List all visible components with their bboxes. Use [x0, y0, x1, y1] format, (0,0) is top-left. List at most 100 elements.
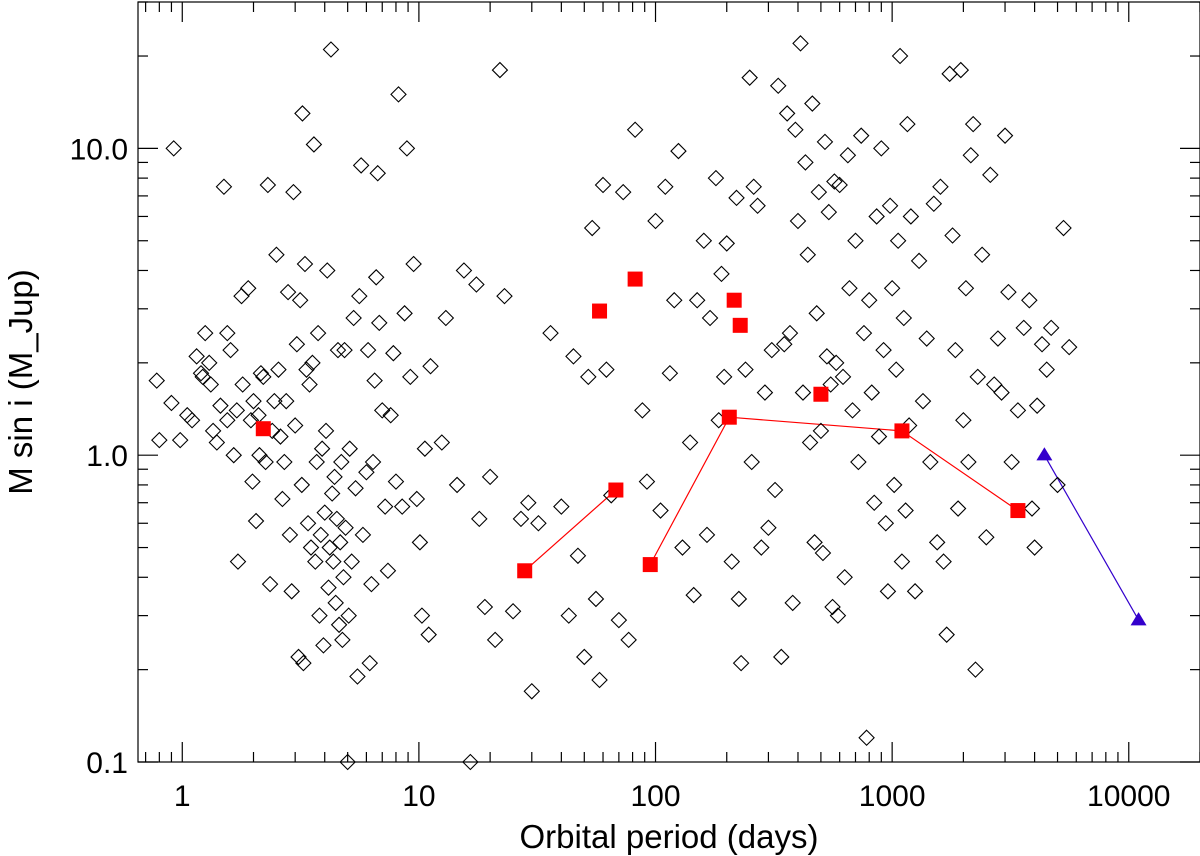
diamond-point [321, 539, 339, 556]
diamond-point [165, 140, 182, 157]
diamond-point [309, 324, 327, 342]
diamond-point [760, 519, 777, 537]
diamond-point [812, 422, 830, 440]
diamond-point [810, 183, 828, 201]
diamond-point [996, 127, 1014, 144]
diamond-point [1028, 397, 1046, 414]
diamond-point [626, 121, 644, 139]
diamond-point [316, 504, 334, 521]
x-tick-labels: 1 10 100 1000 10000 [174, 780, 1171, 813]
diamond-point [343, 553, 360, 570]
diamond-point [797, 154, 814, 171]
x-tick-label: 100 [630, 780, 680, 813]
diamond-point [286, 417, 304, 434]
y-tick-label: 10.0 [70, 133, 128, 166]
diamond-point [281, 526, 299, 544]
diamond-point [732, 654, 750, 672]
diamond-point [329, 341, 347, 359]
diamond-point [730, 590, 748, 608]
diamond-point [715, 368, 733, 386]
diamond-point [598, 361, 615, 378]
diamond-point [569, 547, 587, 565]
diamond-point [433, 434, 451, 451]
diamond-point [252, 364, 270, 382]
diamond-point [325, 553, 342, 570]
diamond-point [973, 246, 991, 264]
diamond-point [993, 384, 1010, 401]
diamond-point [839, 146, 857, 164]
diamond-point [1038, 361, 1055, 378]
diamond-point [476, 598, 494, 616]
diamond-point [698, 526, 716, 544]
diamond-point [416, 440, 434, 457]
diamond-point [354, 526, 372, 544]
diamond-point [270, 361, 287, 378]
diamond-point [685, 586, 702, 604]
series-line [1043, 454, 1140, 621]
diamond-point [883, 279, 901, 297]
diamond-point [865, 494, 883, 511]
diamond-point [674, 539, 691, 556]
diamond-point [208, 434, 226, 451]
diamond-point [313, 440, 331, 457]
diamond-point [804, 95, 821, 112]
x-axis-title: Orbital period (days) [520, 818, 819, 855]
diamond-point [841, 279, 858, 297]
series-lines [524, 416, 1140, 621]
diamond-point [330, 616, 348, 634]
diamond-point [944, 227, 961, 244]
diamond-point [328, 510, 346, 528]
red-square-point [592, 303, 608, 319]
diamond-point [801, 434, 819, 451]
diamond-point [420, 626, 437, 643]
diamond-point [741, 69, 758, 86]
diamond-point [188, 348, 205, 365]
diamond-point [228, 402, 246, 419]
diamond-point [918, 330, 935, 347]
diamond-point [326, 468, 343, 486]
diamond-point [885, 476, 903, 494]
red-square-point [732, 317, 748, 333]
diamond-point [899, 115, 916, 133]
diamond-point [881, 197, 899, 215]
diamond-point [781, 324, 799, 342]
diamond-point [1055, 219, 1072, 237]
diamond-point [327, 594, 344, 612]
diamond-point [192, 364, 210, 382]
diamond-point [1021, 291, 1038, 309]
diamond-point [1049, 476, 1066, 494]
diamond-point [897, 502, 914, 519]
diamond-point [259, 176, 277, 194]
diamond-point [756, 384, 774, 401]
diamond-point [875, 341, 892, 359]
diamond-point [196, 324, 214, 342]
red-square-point [894, 423, 910, 439]
diamond-point [308, 453, 325, 471]
diamond-point [1000, 283, 1017, 301]
diamond-point [229, 553, 247, 570]
diamond-point [745, 178, 762, 195]
diamond-point [826, 173, 843, 190]
diamond-point [935, 553, 952, 570]
diamond-point [889, 232, 907, 250]
diamond-point [969, 368, 987, 386]
diamond-point [245, 392, 262, 410]
diamond-point [895, 309, 913, 327]
diamond-point [148, 372, 166, 389]
diamond-point [982, 166, 999, 184]
diamond-point [952, 61, 970, 79]
diamond-point [818, 348, 836, 365]
diamond-point [723, 553, 741, 570]
diamond-point [743, 453, 760, 471]
tick-marks [138, 1, 1200, 763]
diamond-point [298, 361, 315, 378]
diamond-point [367, 269, 385, 286]
diamond-point [769, 77, 787, 95]
diamond-point [1015, 319, 1033, 337]
diamond-point [580, 368, 597, 386]
diamond-point [873, 140, 890, 157]
red-square-point [608, 482, 624, 498]
diamond-point [962, 146, 980, 164]
diamond-point [219, 411, 236, 429]
